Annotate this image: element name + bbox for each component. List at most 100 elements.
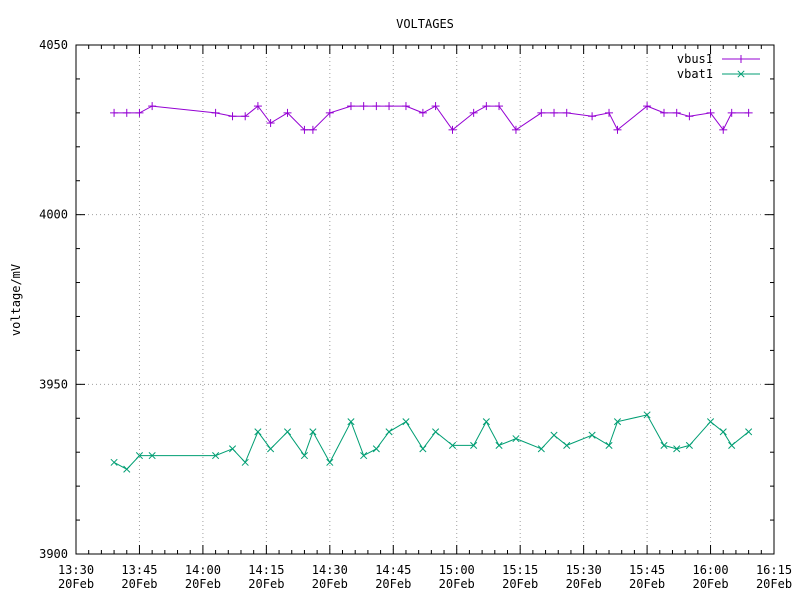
cross-marker xyxy=(360,452,368,460)
axis-ticks: 390039504000405013:3020Feb13:4520Feb14:0… xyxy=(39,38,792,591)
plus-marker xyxy=(372,102,381,111)
cross-marker xyxy=(283,428,292,436)
series-line-vbus1 xyxy=(114,105,749,131)
x-tick-label-date: 20Feb xyxy=(248,577,284,591)
plus-marker xyxy=(431,102,440,111)
x-tick-label-date: 20Feb xyxy=(58,577,94,591)
plus-marker xyxy=(228,112,237,121)
x-tick-label-time: 16:15 xyxy=(756,563,792,577)
cross-marker xyxy=(254,428,262,436)
plus-marker xyxy=(605,108,614,117)
cross-marker xyxy=(537,445,545,453)
cross-marker xyxy=(110,458,118,466)
cross-marker xyxy=(402,418,410,426)
legend-label: vbat1 xyxy=(677,67,713,81)
x-tick-label-time: 13:30 xyxy=(58,563,94,577)
y-tick-label: 4050 xyxy=(39,38,68,52)
plus-marker xyxy=(110,108,119,117)
cross-marker xyxy=(135,452,144,460)
plus-marker xyxy=(401,102,410,111)
series-line-vbat1 xyxy=(113,414,749,470)
x-tick-label-time: 14:00 xyxy=(185,563,221,577)
cross-marker xyxy=(613,418,622,426)
cross-marker xyxy=(550,431,558,439)
plus-marker xyxy=(211,108,220,117)
cross-marker xyxy=(148,452,156,460)
plus-marker xyxy=(148,102,157,111)
x-tick-label-date: 20Feb xyxy=(756,577,792,591)
plus-marker xyxy=(448,125,457,134)
x-tick-label-date: 20Feb xyxy=(566,577,602,591)
plus-marker xyxy=(359,102,368,111)
cross-marker xyxy=(563,441,571,449)
legend-entry-vbus1: vbus1 xyxy=(677,52,760,66)
plus-marker xyxy=(418,108,427,117)
y-tick-label: 4000 xyxy=(39,208,68,222)
cross-marker xyxy=(228,445,237,453)
plus-marker xyxy=(685,112,694,121)
cross-marker xyxy=(470,441,478,449)
plus-marker xyxy=(495,102,504,111)
cross-marker xyxy=(372,445,380,453)
chart-title: VOLTAGES xyxy=(396,17,454,31)
plus-marker xyxy=(266,119,275,128)
y-axis-label: voltage/mV xyxy=(9,264,23,336)
plus-marker xyxy=(719,125,728,134)
plus-marker xyxy=(482,102,491,111)
plus-marker xyxy=(469,108,478,117)
cross-marker xyxy=(728,441,736,449)
cross-marker xyxy=(300,452,308,460)
grid-lines xyxy=(76,45,774,554)
x-tick-label-date: 20Feb xyxy=(121,577,157,591)
cross-marker xyxy=(482,418,490,426)
plus-marker xyxy=(706,108,715,117)
x-tick-label-time: 16:00 xyxy=(692,563,728,577)
plus-marker xyxy=(613,125,622,134)
x-tick-label-date: 20Feb xyxy=(439,577,475,591)
x-tick-label-time: 15:15 xyxy=(502,563,538,577)
cross-marker xyxy=(212,452,220,460)
x-tick-label-date: 20Feb xyxy=(502,577,538,591)
plus-marker xyxy=(744,108,753,117)
plus-marker xyxy=(122,108,131,117)
cross-marker xyxy=(326,458,334,466)
plus-marker xyxy=(643,102,652,111)
cross-marker xyxy=(448,441,457,449)
x-tick-label-date: 20Feb xyxy=(692,577,728,591)
x-tick-label-date: 20Feb xyxy=(629,577,665,591)
cross-marker xyxy=(745,428,753,436)
legend-entry-vbat1: vbat1 xyxy=(677,67,760,81)
cross-marker xyxy=(685,441,693,449)
plus-marker xyxy=(385,102,394,111)
plus-marker xyxy=(300,125,309,134)
x-tick-label-time: 15:30 xyxy=(566,563,602,577)
plus-marker xyxy=(537,108,546,117)
cross-marker xyxy=(267,445,275,453)
x-tick-label-time: 15:00 xyxy=(439,563,475,577)
plus-marker xyxy=(346,102,355,111)
x-tick-label-time: 14:45 xyxy=(375,563,411,577)
cross-marker xyxy=(123,465,131,473)
cross-marker xyxy=(588,431,596,439)
cross-marker xyxy=(419,445,427,453)
plus-marker xyxy=(325,108,334,117)
cross-marker xyxy=(660,441,668,449)
plus-marker xyxy=(550,108,559,117)
cross-marker xyxy=(719,428,727,436)
cross-marker xyxy=(706,418,715,426)
plus-marker xyxy=(588,112,597,121)
y-tick-label: 3900 xyxy=(39,547,68,561)
plus-marker xyxy=(737,55,745,63)
x-tick-label-time: 14:15 xyxy=(248,563,284,577)
series-vbat1 xyxy=(110,411,753,473)
series-layer xyxy=(110,102,753,473)
x-tick-label-time: 13:45 xyxy=(121,563,157,577)
x-tick-label-date: 20Feb xyxy=(312,577,348,591)
cross-marker xyxy=(512,435,520,443)
plus-marker xyxy=(660,108,669,117)
plus-marker xyxy=(727,108,736,117)
legend-label: vbus1 xyxy=(677,52,713,66)
cross-marker xyxy=(643,411,651,419)
x-tick-label-date: 20Feb xyxy=(375,577,411,591)
